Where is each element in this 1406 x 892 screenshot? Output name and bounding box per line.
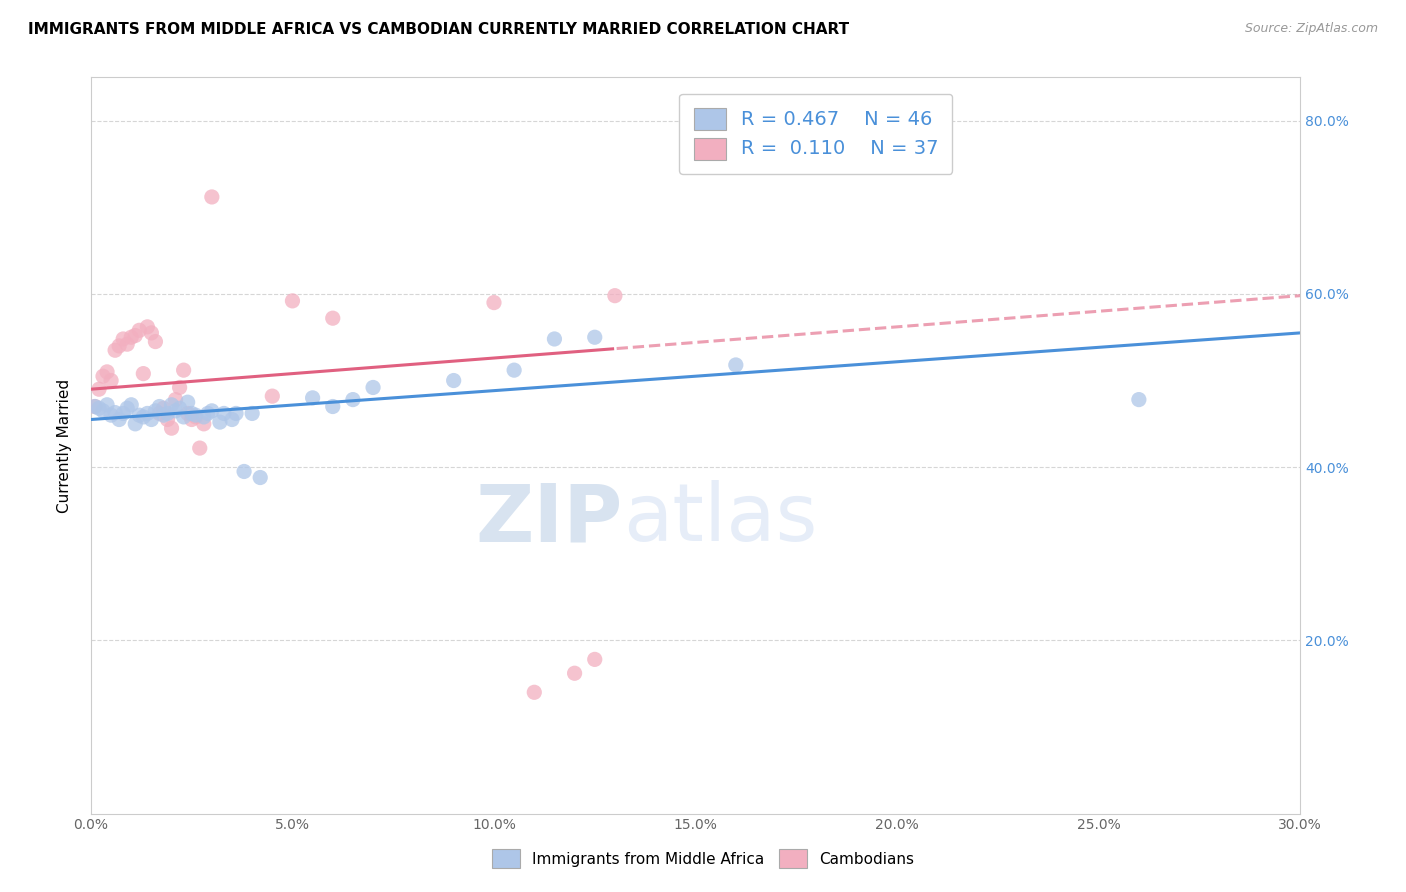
Point	[132, 367, 155, 381]
Point	[503, 363, 526, 377]
Point	[482, 295, 505, 310]
Point	[87, 382, 110, 396]
Point	[201, 404, 224, 418]
Point	[169, 380, 191, 394]
Point	[120, 398, 142, 412]
Point	[112, 332, 135, 346]
Legend: R = 0.467    N = 46, R =  0.110    N = 37: R = 0.467 N = 46, R = 0.110 N = 37	[679, 94, 952, 174]
Point	[128, 323, 150, 337]
Point	[160, 421, 183, 435]
Point	[84, 400, 107, 414]
Point	[124, 328, 146, 343]
Point	[322, 311, 344, 326]
Point	[564, 666, 586, 681]
Point	[96, 398, 118, 412]
Point	[361, 380, 384, 394]
Point	[583, 652, 606, 666]
Point	[87, 401, 110, 416]
Point	[100, 408, 122, 422]
Point	[724, 358, 747, 372]
Point	[173, 409, 195, 424]
Point	[184, 409, 207, 424]
Point	[132, 409, 155, 424]
Point	[281, 293, 304, 308]
Point	[124, 417, 146, 431]
Point	[104, 406, 127, 420]
Point	[443, 374, 465, 388]
Point	[193, 409, 215, 424]
Point	[136, 407, 159, 421]
Point	[201, 190, 224, 204]
Point	[212, 407, 235, 421]
Text: IMMIGRANTS FROM MIDDLE AFRICA VS CAMBODIAN CURRENTLY MARRIED CORRELATION CHART: IMMIGRANTS FROM MIDDLE AFRICA VS CAMBODI…	[28, 22, 849, 37]
Point	[91, 404, 114, 418]
Text: ZIP: ZIP	[475, 480, 623, 558]
Text: atlas: atlas	[623, 480, 817, 558]
Point	[169, 401, 191, 416]
Point	[188, 441, 211, 455]
Point	[96, 365, 118, 379]
Point	[152, 401, 174, 416]
Point	[112, 407, 135, 421]
Point	[523, 685, 546, 699]
Point	[583, 330, 606, 344]
Point	[104, 343, 127, 358]
Point	[249, 470, 271, 484]
Text: Source: ZipAtlas.com: Source: ZipAtlas.com	[1244, 22, 1378, 36]
Point	[342, 392, 364, 407]
Point	[301, 391, 323, 405]
Point	[173, 363, 195, 377]
Point	[221, 412, 243, 426]
Point	[322, 400, 344, 414]
Point	[160, 398, 183, 412]
Point	[145, 334, 167, 349]
Point	[108, 412, 131, 426]
Point	[148, 400, 170, 414]
Point	[208, 415, 231, 429]
Point	[176, 407, 198, 421]
Point	[141, 326, 163, 340]
Point	[156, 412, 179, 426]
Point	[115, 401, 138, 416]
Point	[165, 404, 187, 418]
Point	[108, 339, 131, 353]
Point	[225, 407, 247, 421]
Point	[84, 400, 107, 414]
Point	[603, 288, 626, 302]
Point	[543, 332, 565, 346]
Point	[176, 395, 198, 409]
Point	[1128, 392, 1150, 407]
Point	[115, 337, 138, 351]
Point	[180, 412, 202, 426]
Point	[152, 408, 174, 422]
Point	[120, 330, 142, 344]
Point	[240, 407, 263, 421]
Point	[148, 407, 170, 421]
Point	[145, 404, 167, 418]
Point	[100, 374, 122, 388]
Point	[180, 407, 202, 421]
Point	[197, 407, 219, 421]
Point	[184, 408, 207, 422]
Point	[128, 408, 150, 422]
Y-axis label: Currently Married: Currently Married	[58, 378, 72, 513]
Point	[262, 389, 284, 403]
Point	[141, 412, 163, 426]
Point	[193, 417, 215, 431]
Point	[91, 369, 114, 384]
Point	[136, 319, 159, 334]
Legend: Immigrants from Middle Africa, Cambodians: Immigrants from Middle Africa, Cambodian…	[485, 841, 921, 875]
Point	[233, 465, 256, 479]
Point	[165, 392, 187, 407]
Point	[156, 407, 179, 421]
